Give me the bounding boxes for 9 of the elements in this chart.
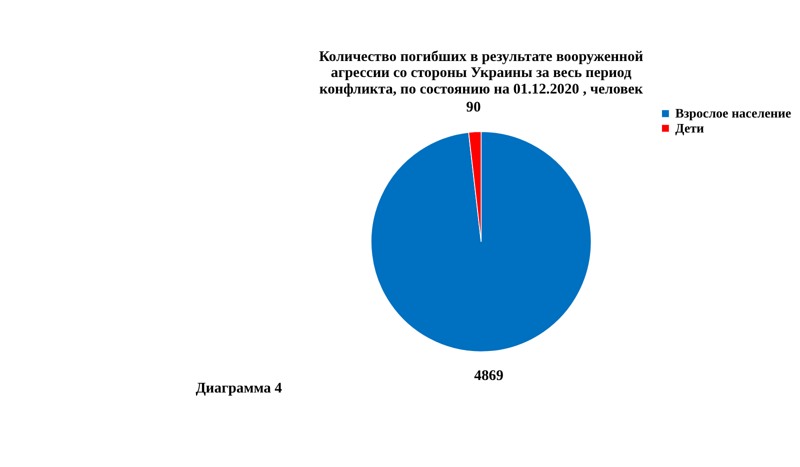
legend-label: Взрослое население bbox=[675, 106, 792, 121]
text: конфликта, по состоянию на 01.12.2020 , человек bbox=[319, 81, 643, 98]
data-label: 90 bbox=[466, 99, 481, 116]
text: Количество погибших в результате вооруженной bbox=[319, 48, 644, 65]
text: Диаграмма 4 bbox=[196, 380, 283, 397]
legend-label: Дети bbox=[675, 120, 705, 136]
pie-slice bbox=[370, 131, 592, 352]
text: агрессии со стороны Украины за весь период bbox=[330, 65, 632, 82]
data-label: 4869 bbox=[474, 368, 504, 384]
